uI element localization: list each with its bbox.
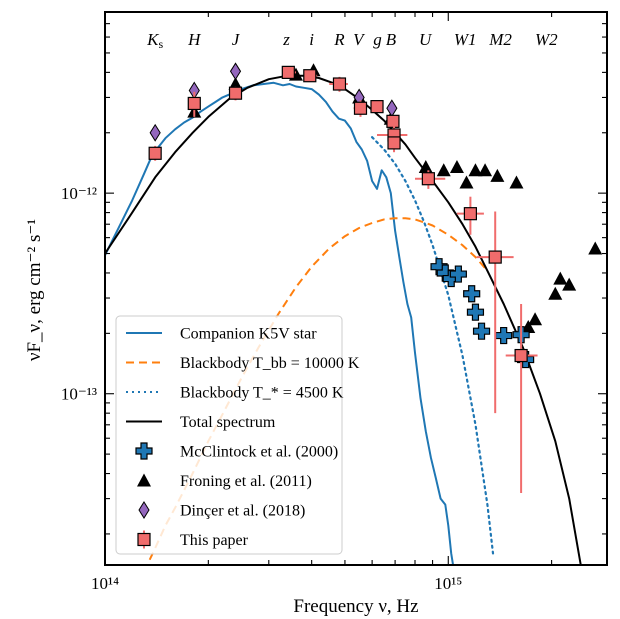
point-din-er-et-al-2018-0 xyxy=(149,123,161,142)
point-froning-et-al-2011-8 xyxy=(449,160,464,174)
legend-label-mcclintock-et-al-2000: McClintock et al. (2000) xyxy=(180,444,338,461)
point-this-paper-0 xyxy=(148,146,162,160)
point-froning-et-al-2011-14 xyxy=(521,320,536,334)
point-this-paper-8 xyxy=(386,114,400,128)
point-froning-et-al-2011-9 xyxy=(459,175,474,189)
point-froning-et-al-2011-13 xyxy=(509,175,524,189)
legend-label-total-spectrum: Total spectrum xyxy=(180,414,276,431)
legend-label-blackbody-t-4500-k: Blackbody T_* = 4500 K xyxy=(180,385,344,402)
band-label-ks: Ks xyxy=(146,30,163,51)
point-this-paper-3 xyxy=(281,65,295,79)
legend-label-this-paper: This paper xyxy=(180,532,249,549)
point-this-paper-4 xyxy=(303,69,317,83)
legend-handle-this-paper xyxy=(137,532,151,547)
legend-handle-mcclintock-et-al-2000 xyxy=(135,442,153,460)
point-mcclintock-et-al-2000-4 xyxy=(463,285,481,303)
point-this-paper-5 xyxy=(332,77,347,91)
markers-layer xyxy=(148,62,603,493)
band-label-h: H xyxy=(187,30,202,49)
point-froning-et-al-2011-7 xyxy=(436,163,451,177)
band-label-z: z xyxy=(282,30,290,49)
point-froning-et-al-2011-15 xyxy=(528,312,543,326)
band-label-b: B xyxy=(386,30,397,49)
point-froning-et-al-2011-12 xyxy=(490,168,505,182)
plot-frame xyxy=(104,11,608,566)
point-this-paper-2 xyxy=(228,86,243,100)
point-this-paper-13 xyxy=(488,250,502,264)
x-axis-label: Frequency ν, Hz xyxy=(293,596,418,617)
y-tick-label: 10⁻¹³ xyxy=(61,385,97,404)
band-label-g: g xyxy=(373,30,382,49)
point-this-paper-7 xyxy=(370,100,384,114)
series-line-blackbody-t-4500-k xyxy=(371,136,495,555)
series-line-companion-k5v-star xyxy=(105,81,455,565)
point-mcclintock-et-al-2000-5 xyxy=(466,303,485,321)
point-mcclintock-et-al-2000-6 xyxy=(472,322,491,340)
x-tick-label: 10¹⁵ xyxy=(434,574,462,593)
point-froning-et-al-2011-16 xyxy=(548,286,563,300)
point-froning-et-al-2011-11 xyxy=(478,163,493,177)
legend-label-froning-et-al-2011: Froning et al. (2011) xyxy=(180,473,312,490)
band-label-u: U xyxy=(419,30,433,49)
band-label-j: J xyxy=(232,30,241,49)
axis-tick-labels: 10¹⁴ 10¹⁵ 10⁻¹³ 10⁻¹² xyxy=(61,184,463,593)
point-this-paper-14 xyxy=(514,348,528,363)
y-axis-label: νF_ν, erg cm⁻² s⁻¹ xyxy=(24,219,45,362)
point-this-paper-10 xyxy=(387,136,401,150)
axis-ticks xyxy=(104,11,607,565)
band-label-v: V xyxy=(353,30,366,49)
point-mcclintock-et-al-2000-3 xyxy=(449,265,467,283)
point-this-paper-12 xyxy=(463,207,477,221)
band-label-r: R xyxy=(333,30,345,49)
x-tick-label: 10¹⁴ xyxy=(91,574,119,593)
point-froning-et-al-2011-19 xyxy=(588,241,603,255)
point-this-paper-11 xyxy=(421,172,435,186)
point-din-er-et-al-2018-2 xyxy=(229,62,242,81)
point-froning-et-al-2011-6 xyxy=(418,160,433,174)
legend-label-blackbody-t-bb-10000-k: Blackbody T_bb = 10000 K xyxy=(180,355,360,372)
point-froning-et-al-2011-10 xyxy=(468,163,483,177)
legend-handle-din-er-et-al-2018 xyxy=(138,501,150,519)
legend-label-din-er-et-al-2018: Dinçer et al. (2018) xyxy=(180,503,305,520)
band-label-w1: W1 xyxy=(454,30,477,49)
legend-label-companion-k5v-star: Companion K5V star xyxy=(180,326,317,343)
legend-box xyxy=(115,315,343,555)
point-froning-et-al-2011-17 xyxy=(553,271,568,285)
point-this-paper-1 xyxy=(187,96,201,111)
point-this-paper-6 xyxy=(353,101,368,115)
point-froning-et-al-2011-18 xyxy=(562,277,577,291)
legend-handle-froning-et-al-2011 xyxy=(137,473,151,487)
band-label-m2: M2 xyxy=(488,30,512,49)
band-label-w2: W2 xyxy=(535,30,558,49)
legend: Companion K5V star Blackbody T_bb = 10000… xyxy=(115,315,360,555)
band-label-i: i xyxy=(309,30,314,49)
y-tick-label: 10⁻¹² xyxy=(61,184,97,203)
